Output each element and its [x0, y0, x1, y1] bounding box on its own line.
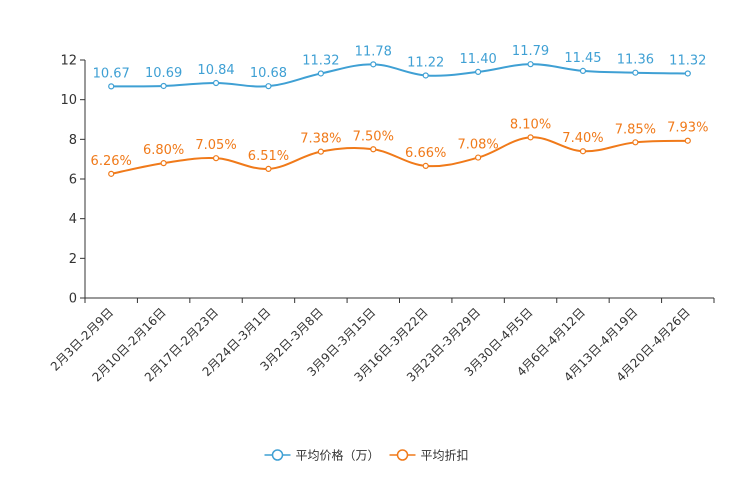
data-label: 7.08% [457, 138, 498, 153]
data-label: 7.40% [562, 131, 603, 146]
data-point [212, 155, 220, 162]
legend[interactable]: 平均价格（万） 平均折扣 [264, 448, 469, 463]
data-point [370, 146, 377, 153]
data-label: 6.26% [91, 154, 132, 169]
data-label: 7.05% [195, 138, 236, 153]
y-tick-label: 0 [69, 292, 77, 307]
data-label: 11.22 [407, 55, 444, 70]
data-point [632, 139, 639, 146]
axes: 0246810122月3日-2月9日2月10日-2月16日2月17日-2月23日… [48, 54, 715, 384]
data-label: 11.79 [512, 44, 549, 59]
data-label: 10.69 [145, 66, 182, 81]
data-label: 7.50% [353, 129, 394, 144]
y-tick-label: 10 [60, 93, 77, 108]
data-label: 11.40 [460, 52, 497, 67]
data-label: 8.10% [510, 117, 551, 132]
data-point [212, 79, 220, 87]
data-point [370, 61, 377, 68]
data-point [579, 67, 587, 75]
data-point [265, 83, 272, 90]
series-2: 6.26% 6.80% 7.05% 6.51% 7.38% 7.50% 6.66% 7.08%… [91, 117, 708, 177]
legend-label: 平均价格（万） [296, 448, 380, 463]
data-label: 11.32 [302, 53, 339, 68]
data-point [160, 160, 167, 167]
legend-label: 平均折扣 [421, 448, 469, 463]
data-point [422, 72, 429, 79]
data-label: 11.36 [617, 53, 654, 68]
data-point [475, 68, 482, 76]
series-1: 10.67 10.69 10.84 10.68 11.32 11.78 11.22 11.40… [93, 44, 706, 90]
data-point [579, 148, 587, 155]
data-point [475, 154, 482, 161]
data-label: 11.78 [355, 44, 392, 59]
y-tick-label: 4 [69, 212, 77, 227]
data-point [527, 134, 534, 141]
y-tick-label: 8 [69, 133, 77, 148]
data-point [265, 165, 272, 172]
legend-item-2[interactable]: 平均折扣 [389, 448, 469, 463]
y-tick-label: 12 [60, 54, 77, 69]
y-tick-label: 2 [69, 252, 77, 267]
data-label: 10.84 [197, 63, 234, 78]
legend-item-1[interactable]: 平均价格（万） [264, 448, 380, 463]
data-label: 6.80% [143, 143, 184, 158]
series-line [111, 136, 688, 175]
data-label: 10.67 [93, 66, 130, 81]
data-label: 6.51% [248, 149, 289, 164]
data-point [684, 70, 691, 77]
data-label: 7.85% [615, 122, 656, 137]
data-point [317, 148, 324, 155]
data-label: 11.32 [669, 53, 706, 68]
data-label: 7.38% [300, 132, 341, 147]
legend-marker-icon [271, 449, 284, 461]
data-point [317, 70, 324, 77]
data-point [632, 69, 639, 76]
y-tick-label: 6 [69, 173, 77, 188]
data-label: 10.68 [250, 66, 287, 81]
series-line [111, 63, 688, 88]
data-point [160, 82, 167, 90]
data-label: 6.66% [405, 146, 446, 161]
series: 10.67 10.69 10.84 10.68 11.32 11.78 11.22 11.40… [91, 44, 708, 177]
legend-marker-icon [396, 449, 409, 461]
data-label: 7.93% [667, 121, 708, 136]
data-point [527, 61, 534, 68]
data-point [422, 162, 429, 170]
data-label: 11.45 [564, 51, 601, 66]
data-point [108, 170, 115, 177]
data-point [108, 83, 115, 90]
data-point [684, 137, 691, 144]
